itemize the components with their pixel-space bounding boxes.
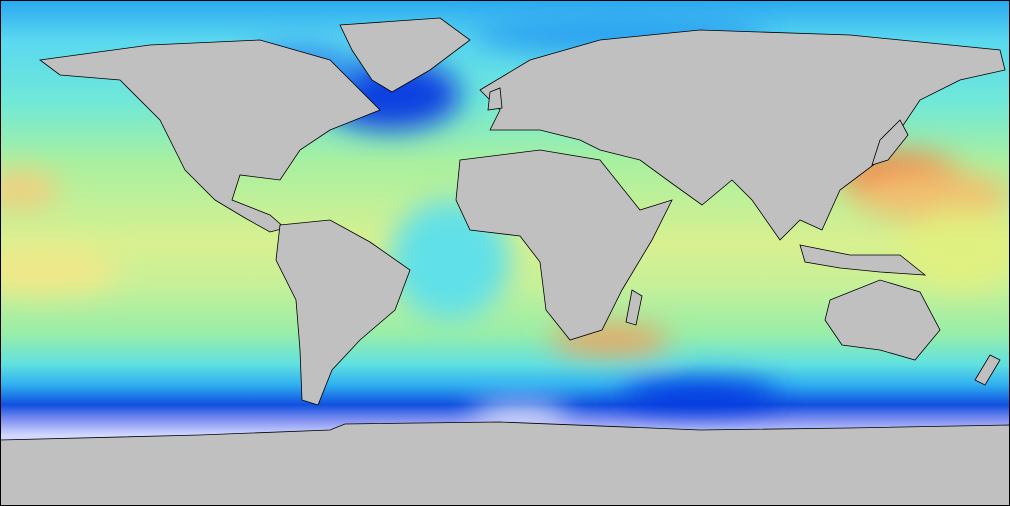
north-america <box>38 39 381 233</box>
land <box>0 17 1010 506</box>
uk <box>487 87 503 111</box>
new-zealand <box>974 354 1001 386</box>
indonesia <box>799 244 927 276</box>
madagascar <box>625 289 643 326</box>
antarctica <box>0 421 1010 506</box>
south-america <box>275 219 411 406</box>
japan <box>871 119 909 166</box>
greenland <box>339 17 471 93</box>
eurasia <box>479 29 1006 241</box>
australia <box>824 279 941 361</box>
africa <box>455 149 673 341</box>
